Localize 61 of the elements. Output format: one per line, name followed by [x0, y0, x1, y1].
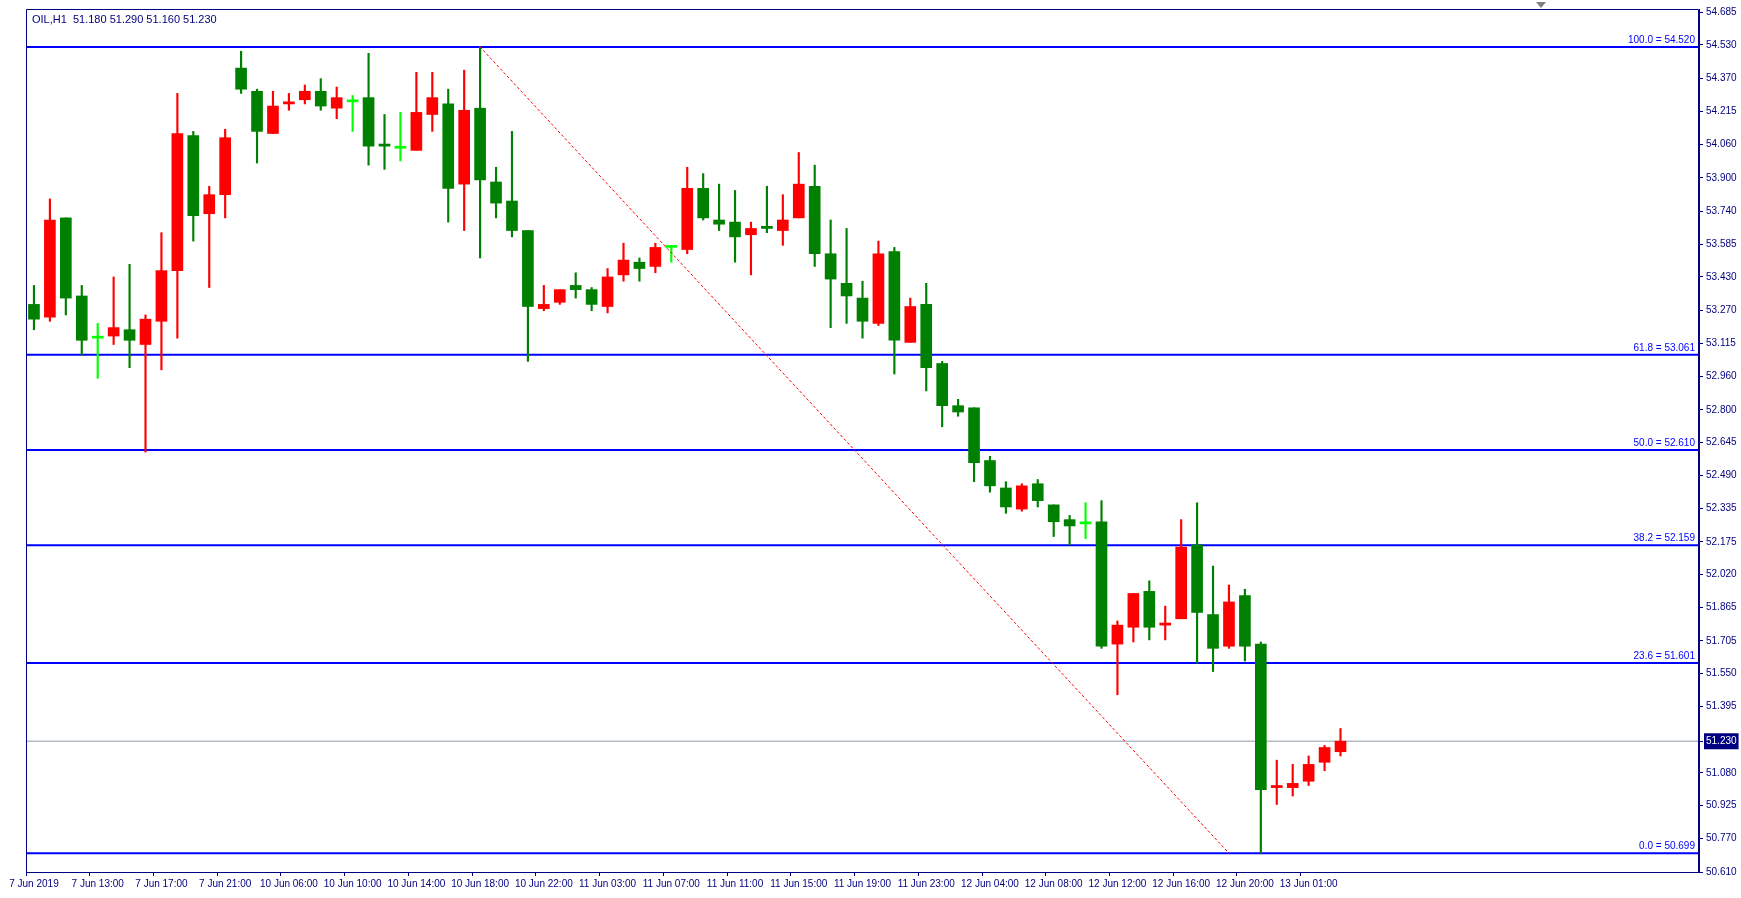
y-tick-label: 53.740 — [1706, 205, 1738, 217]
x-tick-label: 12 Jun 08:00 — [1024, 877, 1084, 889]
ref-line-label: 100.0 = 54.520 — [1627, 33, 1696, 45]
y-tick-label: 50.925 — [1706, 799, 1738, 811]
y-tick-label: 54.530 — [1706, 38, 1738, 50]
y-tick-label: 51.230 — [1706, 734, 1738, 746]
y-tick-label: 53.900 — [1706, 171, 1738, 183]
x-tick-label: 7 Jun 17:00 — [135, 877, 188, 889]
x-tick-label: 10 Jun 22:00 — [514, 877, 574, 889]
y-tick-label: 52.335 — [1706, 501, 1738, 513]
y-tick-label: 50.610 — [1706, 865, 1738, 877]
x-tick-label: 10 Jun 06:00 — [259, 877, 319, 889]
x-tick-label: 11 Jun 23:00 — [897, 877, 956, 889]
x-tick-label: 10 Jun 18:00 — [451, 877, 510, 889]
y-tick-label: 51.705 — [1706, 634, 1738, 646]
chart-title: OIL,H1 51.180 51.290 51.160 51.230 — [32, 12, 217, 25]
y-tick-label: 50.770 — [1706, 831, 1738, 843]
y-tick-label: 53.585 — [1706, 238, 1738, 250]
y-tick-label: 52.960 — [1706, 369, 1738, 381]
x-tick-label: 11 Jun 03:00 — [579, 877, 637, 889]
x-tick-label: 10 Jun 10:00 — [323, 877, 382, 889]
x-tick-label: 11 Jun 07:00 — [642, 877, 701, 889]
x-tick-label: 10 Jun 14:00 — [387, 877, 446, 889]
x-tick-label: 7 Jun 21:00 — [199, 877, 252, 889]
y-tick-label: 52.175 — [1706, 535, 1738, 547]
y-tick-label: 52.800 — [1706, 403, 1738, 415]
x-tick-label: 7 Jun 13:00 — [71, 877, 125, 889]
ref-line-label: 0.0 = 50.699 — [1639, 839, 1696, 851]
y-tick-label: 52.020 — [1706, 568, 1738, 580]
candlestick — [633, 257, 646, 282]
y-tick-label: 54.370 — [1706, 72, 1738, 84]
x-tick-label: 11 Jun 11:00 — [706, 877, 764, 889]
x-tick-label: 7 Jun 2019 — [9, 877, 60, 889]
y-tick-label: 54.215 — [1706, 105, 1738, 117]
x-tick-label: 11 Jun 19:00 — [833, 877, 892, 889]
x-tick-label: 12 Jun 20:00 — [1215, 877, 1275, 889]
ref-line-label: 38.2 = 52.159 — [1633, 531, 1696, 543]
candlestick — [139, 314, 152, 453]
y-tick-label: 54.685 — [1706, 5, 1738, 17]
ref-line-label: 23.6 = 51.601 — [1633, 649, 1696, 661]
x-tick-label: 12 Jun 16:00 — [1152, 877, 1211, 889]
y-tick-label: 52.645 — [1706, 436, 1738, 448]
candlestick — [394, 112, 407, 162]
y-tick-label: 52.490 — [1706, 469, 1738, 481]
candlestick — [1111, 620, 1124, 696]
x-tick-label: 12 Jun 04:00 — [961, 877, 1020, 889]
y-tick-label: 53.430 — [1706, 270, 1738, 282]
ref-line-label: 61.8 = 53.061 — [1633, 341, 1696, 353]
ref-line-label: 50.0 = 52.610 — [1633, 436, 1696, 448]
x-tick-label: 12 Jun 12:00 — [1088, 877, 1147, 889]
y-tick-label: 51.395 — [1706, 700, 1738, 712]
x-tick-label: 13 Jun 01:00 — [1279, 877, 1338, 889]
y-tick-label: 51.865 — [1706, 600, 1738, 612]
candlestick — [123, 263, 136, 369]
x-tick-label: 11 Jun 15:00 — [770, 877, 828, 889]
y-tick-label: 51.080 — [1706, 766, 1738, 778]
y-tick-label: 53.115 — [1706, 337, 1737, 349]
y-tick-label: 53.270 — [1706, 304, 1738, 316]
y-tick-label: 51.550 — [1706, 667, 1738, 679]
y-tick-label: 54.060 — [1706, 137, 1738, 149]
candlestick — [840, 228, 853, 324]
